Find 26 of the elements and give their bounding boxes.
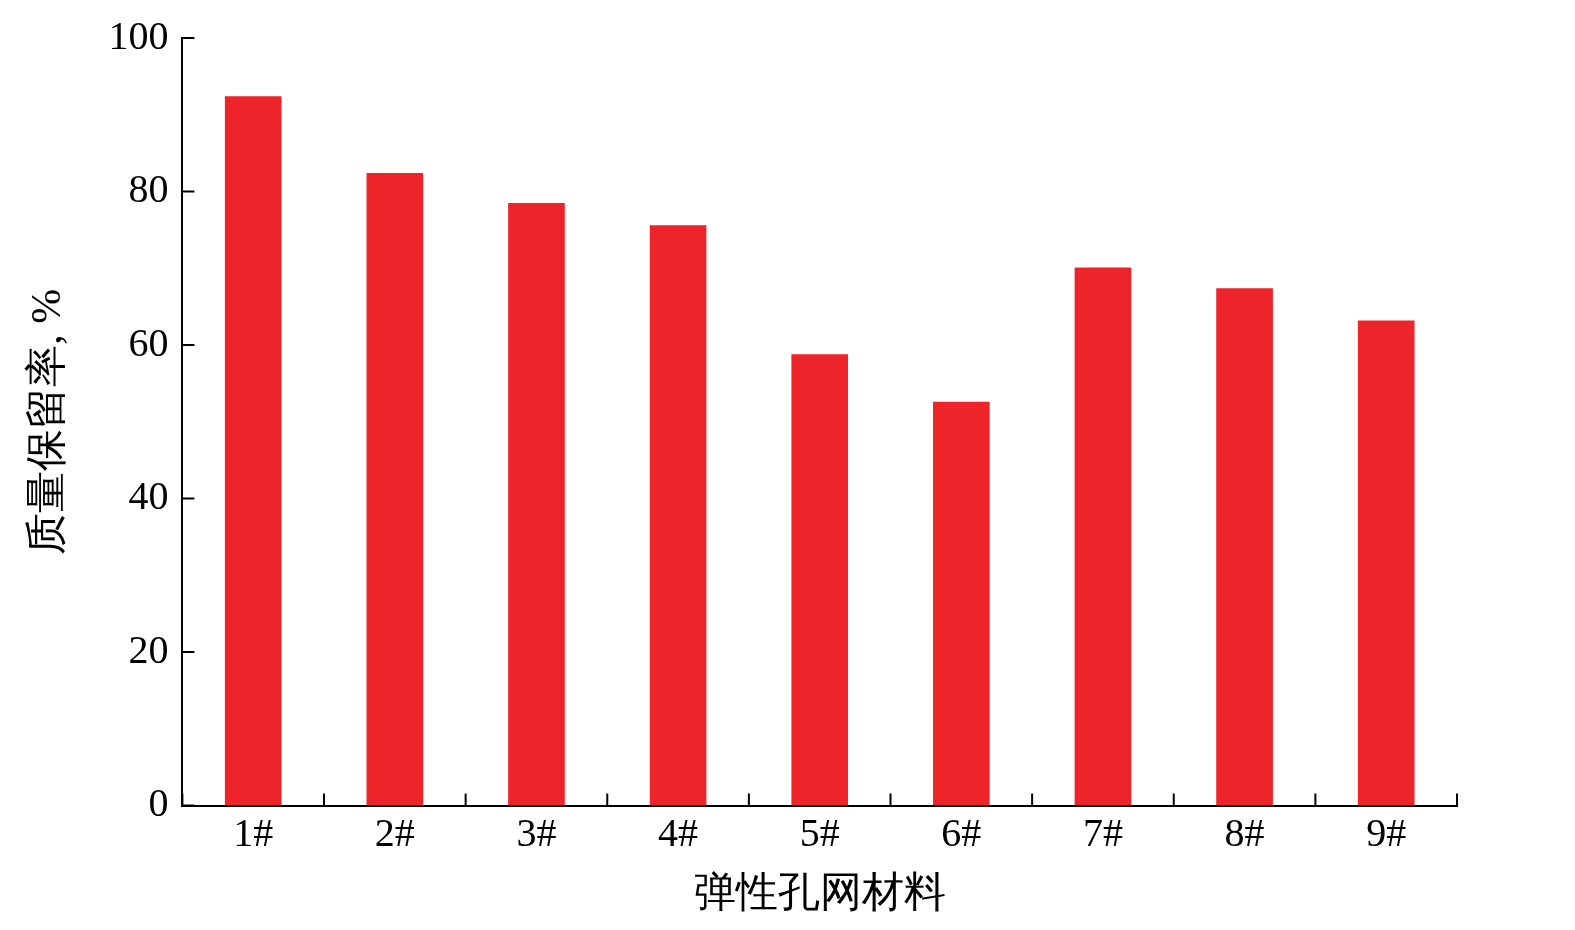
y-tick-label: 80 bbox=[128, 166, 169, 212]
y-tick-label: 0 bbox=[148, 780, 169, 826]
x-axis-title: 弹性孔网材料 bbox=[693, 868, 946, 915]
x-tick-label: 1# bbox=[233, 810, 274, 856]
y-tick-label: 100 bbox=[108, 12, 169, 58]
x-tick-label: 7# bbox=[1082, 810, 1123, 856]
x-tick-label: 8# bbox=[1224, 810, 1265, 856]
bar bbox=[933, 401, 990, 806]
y-tick-label: 60 bbox=[128, 319, 169, 365]
bar bbox=[508, 203, 565, 806]
bar bbox=[224, 96, 282, 806]
bar bbox=[1074, 267, 1132, 806]
bar bbox=[791, 354, 849, 806]
x-tick-label: 5# bbox=[799, 810, 840, 856]
bar bbox=[1216, 288, 1273, 806]
y-axis-title: 质量保留率, % bbox=[23, 288, 70, 555]
x-tick-label: 9# bbox=[1366, 810, 1407, 856]
y-tick-label: 40 bbox=[128, 473, 169, 519]
x-tick-label: 6# bbox=[941, 810, 982, 856]
bar bbox=[1357, 320, 1415, 806]
x-tick-label: 4# bbox=[658, 810, 699, 856]
x-tick-label: 3# bbox=[516, 810, 557, 856]
x-tick-label: 2# bbox=[374, 810, 415, 856]
y-tick-label: 20 bbox=[128, 626, 169, 672]
bar bbox=[649, 225, 707, 806]
bar bbox=[366, 173, 424, 806]
